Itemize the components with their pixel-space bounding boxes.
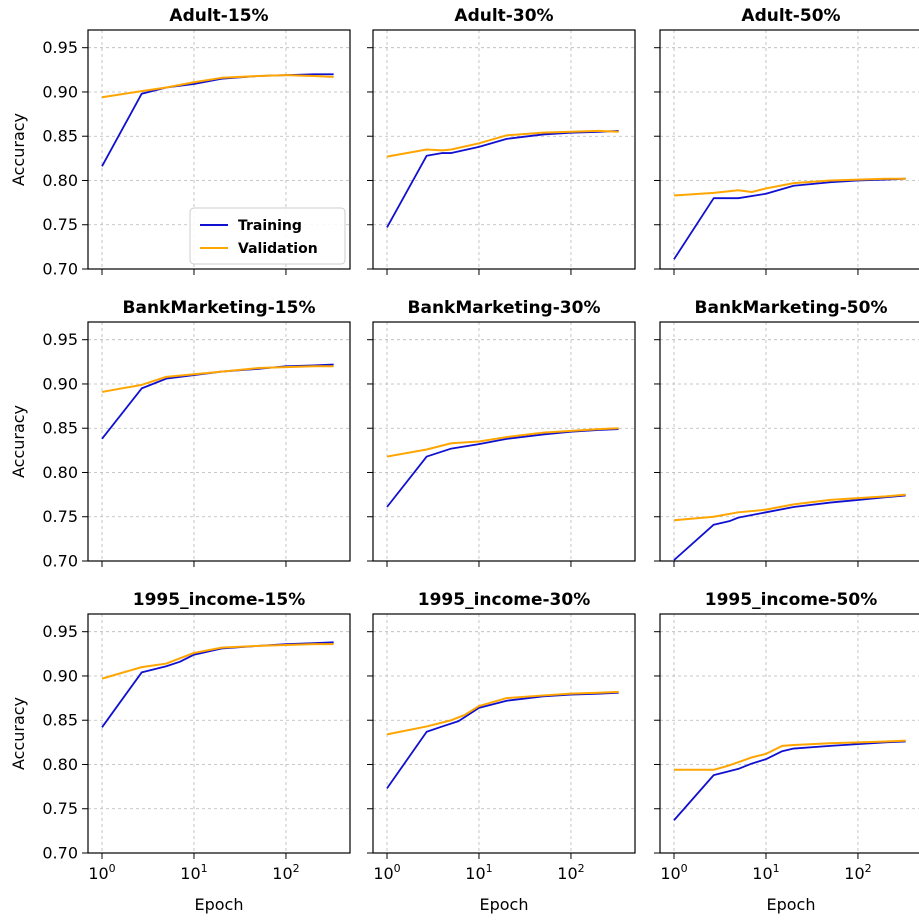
y-tick-label: 0.85 [42, 711, 78, 730]
subplot-title: Adult-50% [741, 6, 840, 26]
plot-frame [87, 613, 351, 854]
series-group [673, 493, 906, 561]
series-line-validation [673, 493, 906, 522]
subplot-title: BankMarketing-15% [123, 298, 316, 318]
subplot-title: 1995_income-50% [705, 590, 878, 610]
plot-frame [372, 321, 636, 562]
series-line-training [101, 363, 334, 440]
subplot-title: Adult-15% [169, 6, 268, 26]
plot-frame [659, 321, 919, 562]
plot-frame [372, 29, 636, 270]
y-tick-label: 0.80 [42, 755, 78, 774]
y-tick-label: 0.85 [42, 127, 78, 146]
y-tick-label: 0.95 [42, 622, 78, 641]
series-line-validation [386, 129, 619, 158]
subplot-8: 1995_income-30% 100 101 102 Epoch [367, 590, 636, 914]
subplot-title: BankMarketing-30% [408, 298, 601, 318]
x-tick-label: 100 [88, 862, 115, 883]
plot-frame [87, 321, 351, 562]
series-line-validation [386, 427, 619, 458]
plot-frame [87, 29, 351, 270]
subplot-5: BankMarketing-30% [367, 298, 636, 567]
y-axis-label: Accuracy [9, 113, 28, 186]
series-line-validation [101, 643, 334, 680]
y-tick-label: 0.70 [42, 844, 78, 863]
x-axis-label: Epoch [767, 895, 816, 914]
series-line-validation [101, 74, 334, 99]
series-line-training [673, 177, 906, 260]
series-line-training [101, 641, 334, 728]
y-tick-label: 0.95 [42, 38, 78, 57]
subplot-7: 1995_income-15% 0.70 0.75 0.80 0.85 0.90 0.95 1… [9, 590, 351, 914]
series-line-training [386, 691, 619, 789]
subplot-title: BankMarketing-50% [695, 298, 888, 318]
plot-frame [659, 29, 919, 270]
x-tick-label: 100 [373, 862, 400, 883]
series-line-training [673, 740, 906, 821]
series-group [101, 641, 334, 728]
x-tick-label: 102 [557, 862, 584, 883]
legend-label-validation: Validation [238, 241, 318, 257]
series-line-validation [674, 739, 906, 771]
subplot-title: 1995_income-15% [133, 590, 306, 610]
subplot-4: BankMarketing-15% 0.70 0.75 0.80 0.85 0.90 0.9… [9, 298, 351, 571]
x-tick-label: 102 [272, 862, 299, 883]
y-tick-label: 0.75 [42, 215, 78, 234]
series-group [673, 739, 906, 821]
y-tick-label: 0.85 [42, 419, 78, 438]
subplot-6: BankMarketing-50% [654, 298, 919, 567]
series-line-validation [673, 177, 906, 197]
y-tick-label: 0.75 [42, 507, 78, 526]
series-line-training [101, 73, 334, 167]
series-line-training [386, 428, 619, 508]
subplot-9: 1995_income-50% 100 101 102 Epoch [654, 590, 919, 914]
y-tick-label: 0.95 [42, 330, 78, 349]
series-line-validation [101, 365, 334, 393]
series-line-training [386, 130, 619, 228]
subplot-3: Adult-50% [654, 6, 919, 275]
y-tick-label: 0.90 [42, 82, 78, 101]
series-group [673, 177, 906, 260]
series-group [101, 363, 334, 440]
x-axis-label: Epoch [195, 895, 244, 914]
y-tick-label: 0.70 [42, 552, 78, 571]
series-group [386, 129, 619, 228]
y-tick-label: 0.80 [42, 171, 78, 190]
x-tick-label: 101 [752, 862, 779, 883]
y-axis-label: Accuracy [9, 405, 28, 478]
y-tick-label: 0.80 [42, 463, 78, 482]
subplot-1: Adult-15% 0.70 0.75 0.80 0.85 0.90 0.95 Accurac… [9, 6, 351, 279]
series-line-training [673, 494, 906, 561]
y-tick-label: 0.75 [42, 799, 78, 818]
y-tick-label: 0.70 [42, 260, 78, 279]
plot-frame [659, 613, 919, 854]
x-axis-label: Epoch [480, 895, 529, 914]
series-group [386, 427, 619, 508]
legend-label-training: Training [238, 218, 302, 234]
legend-box [189, 207, 346, 265]
subplot-title: Adult-30% [454, 6, 553, 26]
x-tick-label: 101 [465, 862, 492, 883]
x-tick-label: 100 [660, 862, 687, 883]
x-tick-label: 101 [180, 862, 207, 883]
y-tick-label: 0.90 [42, 666, 78, 685]
series-line-validation [386, 690, 619, 736]
legend: Training Validation [189, 207, 346, 265]
y-axis-label: Accuracy [9, 697, 28, 770]
series-group [101, 73, 334, 167]
series-group [386, 690, 619, 789]
y-tick-label: 0.90 [42, 374, 78, 393]
subplot-title: 1995_income-30% [418, 590, 591, 610]
x-tick-label: 102 [844, 862, 871, 883]
subplot-2: Adult-30% [367, 6, 636, 275]
plot-frame [372, 613, 636, 854]
